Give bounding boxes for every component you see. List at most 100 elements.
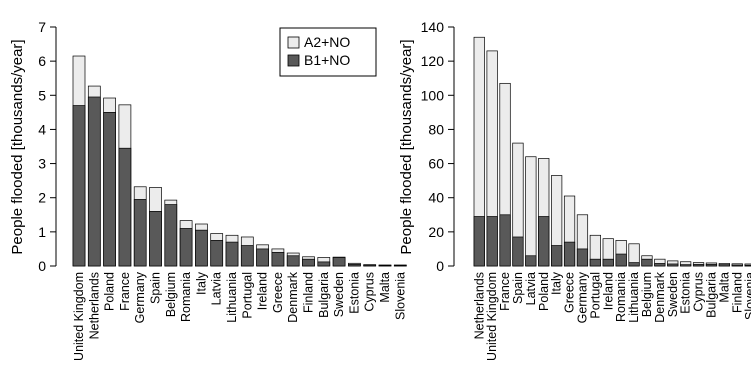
- bar-b1: [551, 245, 563, 267]
- bar-b1: [87, 96, 101, 267]
- category-label: Sweden: [666, 272, 680, 317]
- right-y-axis: 0 20 40 60 80 100 120 140: [421, 19, 455, 274]
- bar-b1: [164, 204, 178, 267]
- bar-b1: [286, 255, 300, 267]
- bar-b1: [667, 263, 679, 267]
- category-label: Poland: [537, 272, 551, 311]
- category-label: France: [118, 272, 132, 311]
- category-label: Denmark: [653, 271, 667, 322]
- category-label: Italy: [550, 271, 564, 295]
- category-label: Ireland: [256, 272, 270, 310]
- bar-b1: [72, 105, 86, 267]
- legend: A2+NO B1+NO: [279, 27, 377, 77]
- category-label: Spain: [511, 272, 525, 304]
- category-label: Latvia: [524, 272, 538, 305]
- category-label: Lithuania: [225, 272, 239, 323]
- category-label: Finland: [302, 272, 316, 313]
- category-label: Spain: [149, 272, 163, 304]
- category-label: Cyprus: [363, 272, 377, 312]
- bar-b1: [133, 199, 147, 267]
- category-label: Slovenia: [743, 272, 751, 320]
- category-label: Romania: [179, 272, 193, 322]
- legend-box: [279, 27, 377, 77]
- bar-b1: [589, 258, 601, 267]
- bar-b1: [538, 216, 550, 267]
- bar-b1: [731, 264, 743, 267]
- category-label: Denmark: [286, 271, 300, 322]
- category-label: Malta: [717, 272, 731, 303]
- bar-b1: [744, 264, 751, 267]
- y-tick-label: 120: [421, 53, 445, 69]
- right-chart-panel: People flooded [thousands/year] 0 20 40 60 8…: [398, 19, 751, 361]
- bar-b1: [103, 112, 116, 267]
- bar-b1: [393, 264, 407, 267]
- bar-b1: [602, 258, 614, 267]
- category-label: Belgium: [164, 272, 178, 317]
- left-y-axis: 0 1 2 3 4 5 6 7: [38, 19, 57, 274]
- bar-b1: [654, 263, 666, 267]
- bar-b1: [563, 241, 576, 267]
- category-label: Bulgaria: [317, 272, 331, 318]
- category-label: Malta: [378, 272, 392, 303]
- category-label: Romania: [614, 272, 628, 322]
- right-y-axis-title: People flooded [thousands/year]: [398, 39, 415, 254]
- category-label: Cyprus: [692, 272, 706, 312]
- category-label: United Kingdom: [485, 272, 499, 361]
- category-label: Latvia: [210, 272, 224, 305]
- bar-b1: [348, 263, 361, 267]
- bar-b1: [718, 264, 730, 267]
- category-label: Estonia: [347, 272, 361, 314]
- category-label: Portugal: [588, 272, 602, 319]
- bar-b1: [692, 263, 705, 267]
- bar-b1: [195, 229, 208, 267]
- category-label: Netherlands: [87, 272, 101, 339]
- bar-b1: [499, 214, 511, 267]
- bar-b1: [302, 258, 315, 267]
- left-y-axis-title: People flooded [thousands/year]: [9, 39, 26, 254]
- legend-label-a2: A2+NO: [304, 34, 350, 50]
- category-label: Greece: [271, 272, 285, 313]
- bar-b1: [240, 245, 254, 267]
- bar-b1: [628, 262, 640, 267]
- left-bars: [72, 55, 407, 267]
- y-tick-label: 2: [38, 190, 46, 206]
- y-tick-label: 40: [428, 190, 444, 206]
- category-label: Lithuania: [627, 272, 641, 323]
- bar-b1: [271, 251, 285, 267]
- bar-b1: [525, 255, 537, 267]
- y-tick-label: 4: [38, 121, 46, 137]
- bar-b1: [486, 216, 498, 267]
- legend-swatch-b1: [287, 54, 300, 67]
- category-label: Finland: [730, 272, 744, 313]
- legend-swatch-a2: [287, 36, 300, 49]
- bar-b1: [473, 216, 485, 267]
- legend-label-b1: B1+NO: [304, 52, 350, 68]
- bar-b1: [225, 241, 239, 267]
- category-label: Germany: [133, 271, 147, 323]
- bar-b1: [210, 240, 224, 267]
- bar-b1: [317, 261, 331, 267]
- y-tick-label: 7: [38, 19, 46, 35]
- category-label: Bulgaria: [704, 272, 718, 318]
- category-label: Portugal: [240, 272, 254, 319]
- y-tick-label: 80: [428, 121, 444, 137]
- y-tick-label: 0: [38, 258, 46, 274]
- y-tick-label: 5: [38, 87, 46, 103]
- bar-b1: [332, 257, 346, 267]
- bar-b1: [363, 264, 377, 267]
- bar-b1: [179, 228, 193, 267]
- category-label: United Kingdom: [72, 272, 86, 361]
- y-tick-label: 20: [428, 224, 444, 240]
- bar-b1: [615, 253, 627, 267]
- y-tick-label: 6: [38, 53, 46, 69]
- bar-b1: [149, 211, 162, 267]
- category-label: Germany: [575, 271, 589, 323]
- bar-a2: [525, 156, 537, 267]
- bar-b1: [705, 263, 718, 267]
- category-label: Netherlands: [472, 272, 486, 339]
- y-tick-label: 3: [38, 156, 46, 172]
- y-tick-label: 140: [421, 19, 445, 35]
- bar-b1: [256, 248, 269, 267]
